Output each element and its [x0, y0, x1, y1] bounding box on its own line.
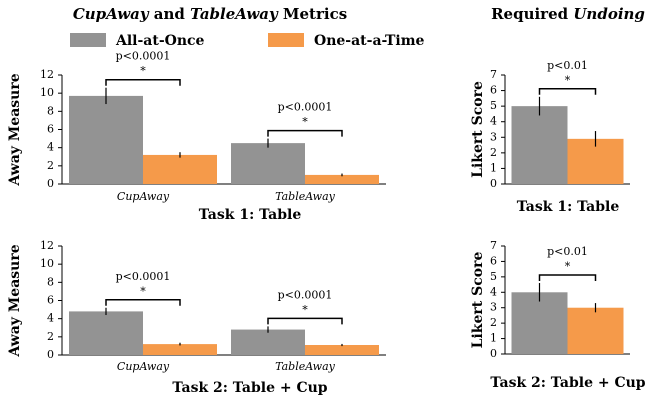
heading-part: and	[149, 5, 191, 23]
y-tick-label: 10	[40, 257, 54, 270]
significance-bracket	[267, 317, 343, 325]
y-tick-label: 12	[40, 239, 54, 252]
x-tick-label: TableAway	[275, 190, 336, 203]
y-tick-label: 3	[490, 301, 497, 314]
legend-swatch	[268, 33, 304, 47]
bar	[69, 311, 143, 355]
bar	[305, 174, 379, 184]
x-tick-label: CupAway	[117, 360, 170, 373]
legend-label: One-at-a-Time	[314, 33, 425, 49]
heading-part: Metrics	[278, 5, 347, 23]
y-tick-label: 8	[47, 104, 54, 117]
significance-star: *	[565, 74, 571, 87]
significance-star: *	[302, 303, 308, 316]
y-tick-label: 2	[490, 146, 497, 159]
p-value: p<0.01	[547, 59, 588, 72]
significance-star: *	[140, 65, 146, 78]
y-tick-label: 2	[490, 316, 497, 329]
y-axis-label: Likert Score	[470, 252, 486, 349]
y-tick-label: 2	[47, 330, 54, 343]
y-tick-label: 10	[40, 86, 54, 99]
significance-star: *	[140, 285, 146, 298]
chart-title: Task 2: Table + Cup	[490, 375, 645, 391]
y-tick-label: 8	[47, 275, 54, 288]
y-axis-label: Away Measure	[7, 73, 23, 186]
p-value: p<0.0001	[116, 50, 171, 63]
y-tick-label: 0	[490, 347, 497, 360]
bar	[143, 344, 217, 355]
y-tick-label: 5	[490, 270, 497, 283]
y-tick-label: 4	[47, 312, 54, 325]
chart-title: Task 1: Table	[517, 199, 620, 215]
y-tick-label: 5	[490, 99, 497, 112]
y-tick-label: 7	[490, 68, 497, 81]
heading-left: CupAway and TableAway Metrics	[73, 5, 347, 23]
y-tick-label: 4	[47, 141, 54, 154]
heading-part: Undoing	[573, 5, 645, 23]
heading-part: Required	[491, 5, 573, 23]
p-value: p<0.0001	[278, 101, 333, 114]
x-tick-label: CupAway	[117, 190, 170, 203]
p-value: p<0.0001	[116, 270, 171, 283]
x-tick-label: TableAway	[275, 360, 336, 373]
y-tick-label: 4	[490, 115, 497, 128]
bar	[69, 95, 143, 184]
heading-part: CupAway	[73, 5, 150, 23]
y-tick-label: 0	[47, 348, 54, 361]
significance-bracket	[105, 78, 181, 86]
significance-bracket	[267, 129, 343, 137]
y-axis-label: Likert Score	[470, 81, 486, 178]
bar	[305, 345, 379, 355]
y-tick-label: 1	[490, 332, 497, 345]
heading-right: Required Undoing	[491, 5, 645, 23]
significance-bracket	[538, 88, 597, 95]
chart-title: Task 1: Table	[199, 207, 302, 223]
legend-label: All-at-Once	[115, 33, 205, 49]
chart-title: Task 2: Table + Cup	[172, 380, 327, 396]
y-tick-label: 2	[47, 159, 54, 172]
significance-bracket	[538, 274, 597, 282]
y-tick-label: 3	[490, 130, 497, 143]
bar	[567, 307, 624, 354]
bar	[511, 106, 568, 184]
y-tick-label: 0	[490, 177, 497, 190]
p-value: p<0.0001	[278, 288, 333, 301]
y-tick-label: 0	[47, 177, 54, 190]
p-value: p<0.01	[547, 245, 588, 258]
y-tick-label: 7	[490, 239, 497, 252]
bar	[511, 292, 568, 354]
bar	[231, 329, 305, 355]
y-tick-label: 6	[490, 254, 497, 267]
legend-swatch	[70, 33, 106, 47]
bar	[143, 154, 217, 184]
significance-star: *	[565, 260, 571, 273]
significance-star: *	[302, 116, 308, 129]
y-tick-label: 1	[490, 161, 497, 174]
y-tick-label: 4	[490, 285, 497, 298]
y-tick-label: 6	[490, 84, 497, 97]
y-tick-label: 6	[47, 123, 54, 136]
bar	[231, 143, 305, 184]
heading-part: TableAway	[190, 5, 279, 23]
y-axis-label: Away Measure	[7, 244, 23, 357]
y-tick-label: 12	[40, 68, 54, 81]
y-tick-label: 6	[47, 294, 54, 307]
significance-bracket	[105, 299, 181, 306]
